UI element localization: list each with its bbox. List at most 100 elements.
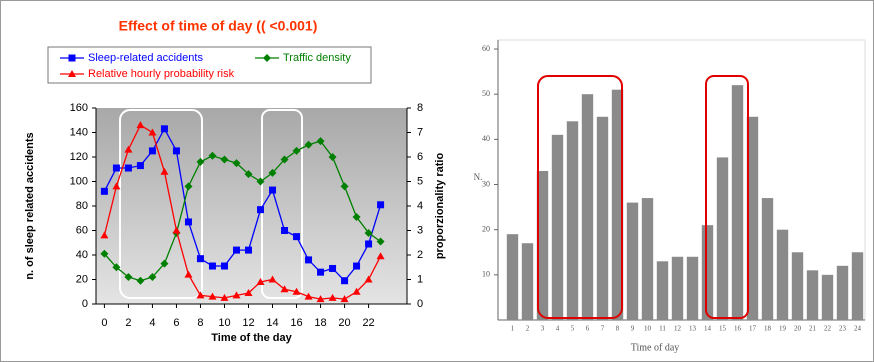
x-tick-label: 6 — [586, 325, 590, 333]
marker — [208, 151, 217, 160]
bar — [521, 243, 534, 320]
marker — [232, 291, 241, 299]
x-tick-label: 16 — [290, 317, 302, 329]
marker — [124, 164, 132, 172]
x-tick-label: 21 — [809, 325, 817, 333]
marker — [124, 273, 133, 282]
y2-tick-label: 7 — [417, 126, 423, 138]
y-axis-label: N. — [474, 172, 483, 182]
bar — [566, 121, 579, 321]
legend-label: Relative hourly probability risk — [88, 68, 235, 80]
x-tick-label: 4 — [149, 317, 155, 329]
bar — [851, 252, 864, 320]
x-tick-label: 18 — [314, 317, 326, 329]
marker — [184, 270, 193, 278]
bar — [596, 116, 609, 320]
marker — [160, 167, 169, 175]
y-tick-label: 60 — [76, 224, 88, 236]
x-axis-label: Time of the day — [211, 332, 292, 344]
x-tick-label: 10 — [644, 325, 652, 333]
marker — [269, 186, 277, 194]
plot-area — [96, 108, 407, 304]
y-tick-label: 140 — [70, 126, 88, 138]
x-tick-label: 16 — [734, 325, 742, 333]
bar — [656, 261, 669, 320]
bar — [701, 225, 714, 320]
marker — [341, 277, 349, 285]
marker — [257, 206, 265, 214]
marker — [172, 147, 180, 155]
marker — [208, 262, 216, 270]
marker — [328, 153, 337, 161]
x-tick-label: 10 — [218, 317, 230, 329]
marker — [280, 155, 289, 164]
x-tick-label: 3 — [541, 325, 545, 333]
bar — [611, 89, 624, 320]
bar — [641, 198, 654, 320]
y2-tick-label: 0 — [417, 298, 423, 310]
marker — [365, 240, 373, 248]
marker — [292, 146, 301, 155]
x-tick-label: 5 — [571, 325, 575, 333]
marker — [376, 237, 385, 246]
bar — [581, 94, 594, 321]
marker — [244, 246, 252, 254]
legend-box — [47, 46, 372, 84]
marker — [353, 262, 361, 270]
legend-label: Sleep-related accidents — [88, 52, 203, 64]
x-axis-label: Time of day — [631, 342, 680, 353]
marker — [304, 292, 313, 300]
marker — [376, 252, 385, 260]
y-tick-label: 50 — [482, 89, 490, 98]
bar — [836, 265, 849, 320]
marker — [208, 292, 217, 300]
marker — [220, 262, 228, 270]
marker — [220, 155, 229, 164]
x-tick-label: 14 — [266, 317, 278, 329]
highlight — [119, 109, 203, 299]
y-axis-label: n. of sleep related accidents — [24, 132, 36, 279]
y2-tick-label: 4 — [417, 200, 423, 212]
bar — [821, 274, 834, 320]
marker — [352, 287, 361, 295]
marker — [268, 275, 277, 283]
marker — [100, 249, 109, 258]
marker — [184, 218, 192, 226]
marker — [184, 182, 193, 191]
marker — [100, 187, 108, 195]
marker — [281, 227, 289, 234]
y2-tick-label: 8 — [417, 102, 423, 114]
y2-tick-label: 3 — [417, 224, 423, 236]
y-tick-label: 0 — [82, 298, 88, 310]
bar — [536, 170, 549, 320]
y2-tick-label: 1 — [417, 273, 423, 285]
y-tick-label: 160 — [70, 102, 88, 114]
x-tick-label: 2 — [125, 317, 131, 329]
marker — [268, 168, 277, 177]
marker — [160, 125, 168, 133]
marker — [136, 276, 145, 285]
x-tick-label: 7 — [601, 325, 605, 333]
marker — [100, 231, 109, 239]
x-tick-label: 17 — [749, 325, 757, 333]
marker — [317, 268, 325, 276]
bar — [731, 85, 744, 321]
marker — [328, 293, 337, 301]
marker — [256, 277, 265, 285]
y-tick-label: 10 — [482, 270, 490, 279]
marker — [160, 259, 169, 268]
x-tick-label: 8 — [616, 325, 620, 333]
x-tick-label: 12 — [674, 325, 682, 333]
marker — [148, 128, 157, 136]
x-tick-label: 18 — [764, 325, 772, 333]
bar — [761, 198, 774, 320]
x-tick-label: 24 — [854, 325, 862, 333]
x-tick-label: 12 — [242, 317, 254, 329]
x-tick-label: 6 — [173, 317, 179, 329]
marker — [340, 295, 349, 303]
x-tick-label: 15 — [719, 325, 727, 333]
bar — [716, 157, 729, 320]
x-tick-label: 4 — [556, 325, 560, 333]
highlight — [705, 75, 749, 319]
